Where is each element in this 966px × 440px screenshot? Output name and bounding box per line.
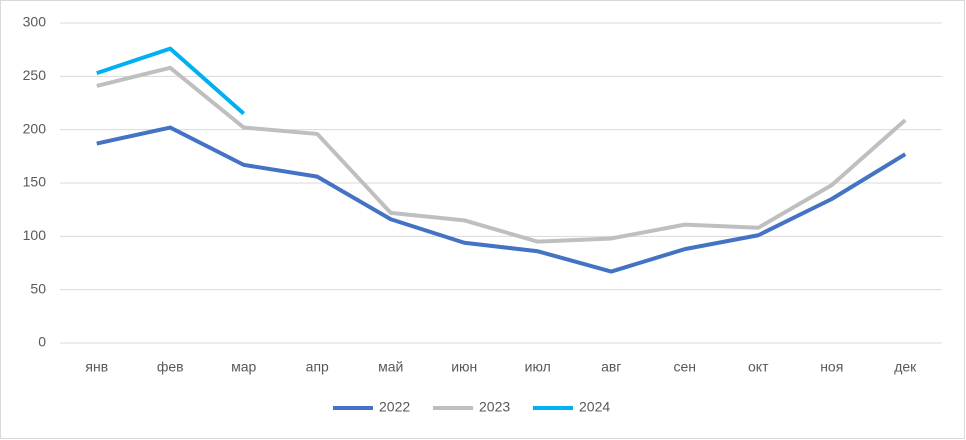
x-tick-label: янв bbox=[85, 359, 108, 375]
legend-label: 2022 bbox=[379, 399, 410, 415]
line-series bbox=[96, 125, 907, 274]
x-tick-label: июн bbox=[451, 359, 477, 375]
y-tick-label: 250 bbox=[23, 67, 47, 83]
y-tick-label: 100 bbox=[23, 227, 47, 243]
x-tick-label: авг bbox=[601, 359, 621, 375]
x-tick-label: сен bbox=[673, 359, 696, 375]
y-tick-label: 50 bbox=[30, 280, 46, 296]
x-tick-label: фев bbox=[157, 359, 184, 375]
x-tick-label: ноя bbox=[820, 359, 843, 375]
x-tick-label: июл bbox=[525, 359, 551, 375]
legend-label: 2024 bbox=[579, 399, 610, 415]
x-tick-label: мар bbox=[231, 359, 256, 375]
y-tick-label: 150 bbox=[23, 174, 47, 190]
x-tick-label: апр bbox=[306, 359, 329, 375]
line-series bbox=[96, 65, 907, 244]
x-tick-label: окт bbox=[748, 359, 769, 375]
x-tick-label: дек bbox=[894, 359, 917, 375]
x-tick-label: май bbox=[378, 359, 403, 375]
y-tick-label: 200 bbox=[23, 120, 47, 136]
y-tick-label: 0 bbox=[38, 334, 46, 350]
legend-label: 2023 bbox=[479, 399, 510, 415]
y-tick-label: 300 bbox=[23, 14, 47, 30]
line-series bbox=[96, 46, 246, 116]
